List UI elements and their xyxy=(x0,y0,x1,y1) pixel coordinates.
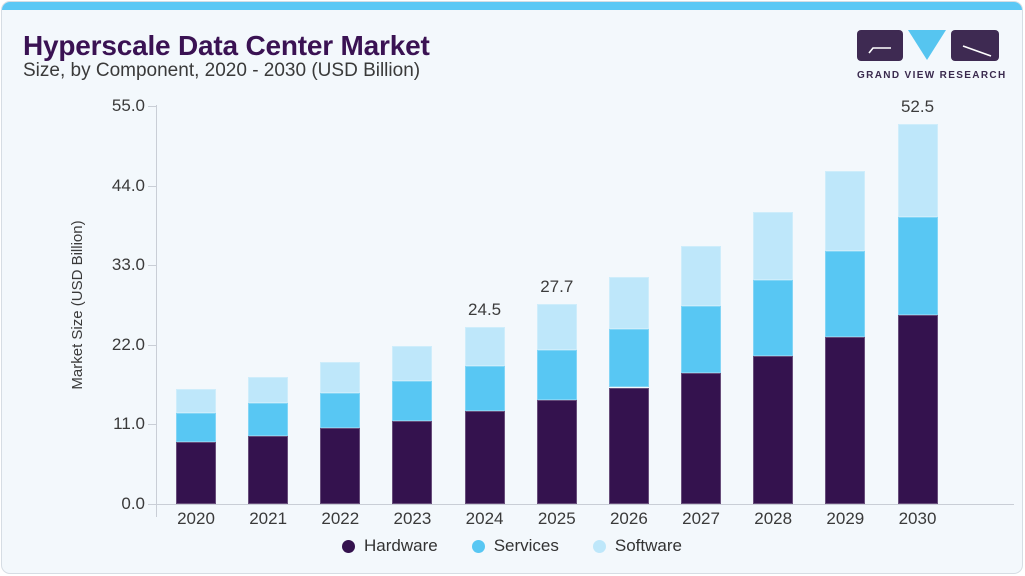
x-tick-label-2026: 2026 xyxy=(609,509,648,528)
y-tick-mark-22.0 xyxy=(148,344,156,346)
x-tick-label-2024: 2024 xyxy=(465,509,504,528)
x-tick-label-2023: 2023 xyxy=(393,509,432,528)
bar-2025-services xyxy=(536,349,577,400)
logo-g-block xyxy=(857,30,903,61)
bar-2030-services xyxy=(897,217,938,316)
bar-2025-software xyxy=(536,303,577,350)
y-tick-mark-55.0 xyxy=(148,106,156,108)
y-tick-mark-33.0 xyxy=(148,265,156,267)
x-tick-label-2028: 2028 xyxy=(754,509,793,528)
legend-item-hardware: Hardware xyxy=(342,536,438,556)
total-label-2025: 27.7 xyxy=(540,276,574,296)
gvr-logo-mark xyxy=(857,30,999,61)
bar-2029-hardware xyxy=(825,336,866,504)
y-tick-mark-0.0 xyxy=(148,504,156,505)
x-tick-label-2030: 2030 xyxy=(898,509,937,528)
bar-2028-services xyxy=(753,280,794,356)
bar-2023-services xyxy=(392,380,433,421)
logo-r-glyph xyxy=(962,45,992,57)
x-tick-label-2025: 2025 xyxy=(537,509,576,528)
x-tick-label-2029: 2029 xyxy=(826,509,865,528)
bar-2029-software xyxy=(825,171,866,252)
x-tick-label-2022: 2022 xyxy=(321,509,360,528)
y-tick-label-22.0: 22.0 xyxy=(111,334,145,354)
bar-2021-hardware xyxy=(248,435,289,504)
legend-item-services: Services xyxy=(471,536,559,556)
x-tick-label-2021: 2021 xyxy=(249,509,288,528)
y-axis-title: Market Size (USD Billion) xyxy=(69,220,86,390)
bar-2029-services xyxy=(825,251,866,337)
bar-2025-hardware xyxy=(536,399,577,504)
logo-g-glyph xyxy=(868,47,891,54)
x-axis-line xyxy=(148,504,1014,505)
top-accent-bar xyxy=(2,2,1022,10)
bar-2030-hardware xyxy=(897,315,938,504)
bar-2022-services xyxy=(320,392,361,429)
bar-2030-software xyxy=(897,124,938,218)
logo-wordmark: GRAND VIEW RESEARCH xyxy=(857,70,1007,81)
legend: Hardware Services Software xyxy=(2,536,1022,556)
y-tick-mark-44.0 xyxy=(148,185,156,187)
bar-2023-software xyxy=(392,345,433,381)
bar-2027-services xyxy=(681,306,722,374)
y-tick-label-0.0: 0.0 xyxy=(121,494,145,513)
y-tick-label-11.0: 11.0 xyxy=(113,414,145,434)
bar-2023-hardware xyxy=(392,420,433,504)
logo-v-triangle xyxy=(908,30,946,60)
y-tick-label-55.0: 55.0 xyxy=(111,96,145,116)
total-label-2030: 52.5 xyxy=(900,97,935,117)
bar-2022-software xyxy=(320,362,361,393)
bar-2024-hardware xyxy=(464,410,505,504)
bar-2024-services xyxy=(464,365,505,411)
x-tick-label-2027: 2027 xyxy=(682,509,720,528)
logo-r-block xyxy=(951,30,999,61)
x-tick-label-2020: 2020 xyxy=(177,509,215,528)
page-title: Hyperscale Data Center Market xyxy=(23,30,430,61)
gvr-logo: GRAND VIEW RESEARCH xyxy=(857,29,1007,81)
bar-2021-software xyxy=(248,376,289,404)
legend-label-services: Services xyxy=(493,536,559,555)
legend-label-hardware: Hardware xyxy=(364,536,438,555)
legend-item-software: Software xyxy=(592,536,682,556)
legend-swatch-software-icon xyxy=(592,539,606,553)
bar-2028-hardware xyxy=(753,355,794,504)
total-label-2024: 24.5 xyxy=(468,299,502,319)
y-tick-label-44.0: 44.0 xyxy=(111,175,145,195)
legend-swatch-services-icon xyxy=(471,539,485,553)
bar-2026-hardware xyxy=(608,387,649,504)
bar-2022-hardware xyxy=(320,428,361,504)
page-subtitle: Size, by Component, 2020 - 2030 (USD Bil… xyxy=(23,60,421,81)
bar-2020-hardware xyxy=(176,442,216,504)
bar-2024-software xyxy=(464,326,505,366)
bar-2020-software xyxy=(176,388,216,413)
y-tick-label-33.0: 33.0 xyxy=(111,255,145,275)
bar-2021-services xyxy=(248,403,289,436)
bar-2026-services xyxy=(608,328,649,388)
legend-swatch-hardware-icon xyxy=(342,539,355,553)
bar-2027-hardware xyxy=(681,373,722,504)
bar-2027-software xyxy=(681,246,722,307)
y-axis-line xyxy=(156,105,157,517)
bar-2020-services xyxy=(176,412,216,443)
bar-2028-software xyxy=(753,211,794,281)
bar-2026-software xyxy=(608,276,649,329)
legend-label-software: Software xyxy=(614,536,682,555)
y-tick-mark-11.0 xyxy=(148,424,156,426)
